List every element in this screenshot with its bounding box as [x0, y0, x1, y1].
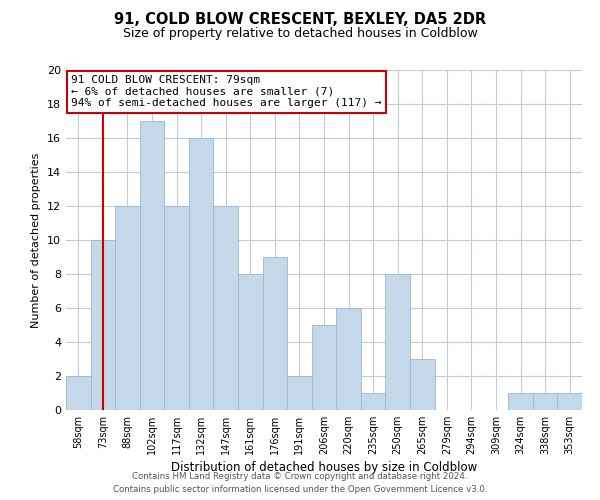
Bar — [508, 393, 533, 410]
Bar — [312, 325, 336, 410]
Bar — [189, 138, 214, 410]
Bar — [214, 206, 238, 410]
Text: 91, COLD BLOW CRESCENT, BEXLEY, DA5 2DR: 91, COLD BLOW CRESCENT, BEXLEY, DA5 2DR — [114, 12, 486, 28]
Bar — [91, 240, 115, 410]
Bar — [336, 308, 361, 410]
Bar — [164, 206, 189, 410]
Bar — [410, 359, 434, 410]
Bar — [263, 257, 287, 410]
Bar — [115, 206, 140, 410]
Text: Size of property relative to detached houses in Coldblow: Size of property relative to detached ho… — [122, 28, 478, 40]
Bar — [557, 393, 582, 410]
Bar — [238, 274, 263, 410]
Bar — [361, 393, 385, 410]
Text: 91 COLD BLOW CRESCENT: 79sqm
← 6% of detached houses are smaller (7)
94% of semi: 91 COLD BLOW CRESCENT: 79sqm ← 6% of det… — [71, 75, 382, 108]
Bar — [140, 121, 164, 410]
Bar — [66, 376, 91, 410]
Bar — [385, 274, 410, 410]
Bar — [287, 376, 312, 410]
Text: Contains HM Land Registry data © Crown copyright and database right 2024.
Contai: Contains HM Land Registry data © Crown c… — [113, 472, 487, 494]
X-axis label: Distribution of detached houses by size in Coldblow: Distribution of detached houses by size … — [171, 461, 477, 474]
Y-axis label: Number of detached properties: Number of detached properties — [31, 152, 41, 328]
Bar — [533, 393, 557, 410]
